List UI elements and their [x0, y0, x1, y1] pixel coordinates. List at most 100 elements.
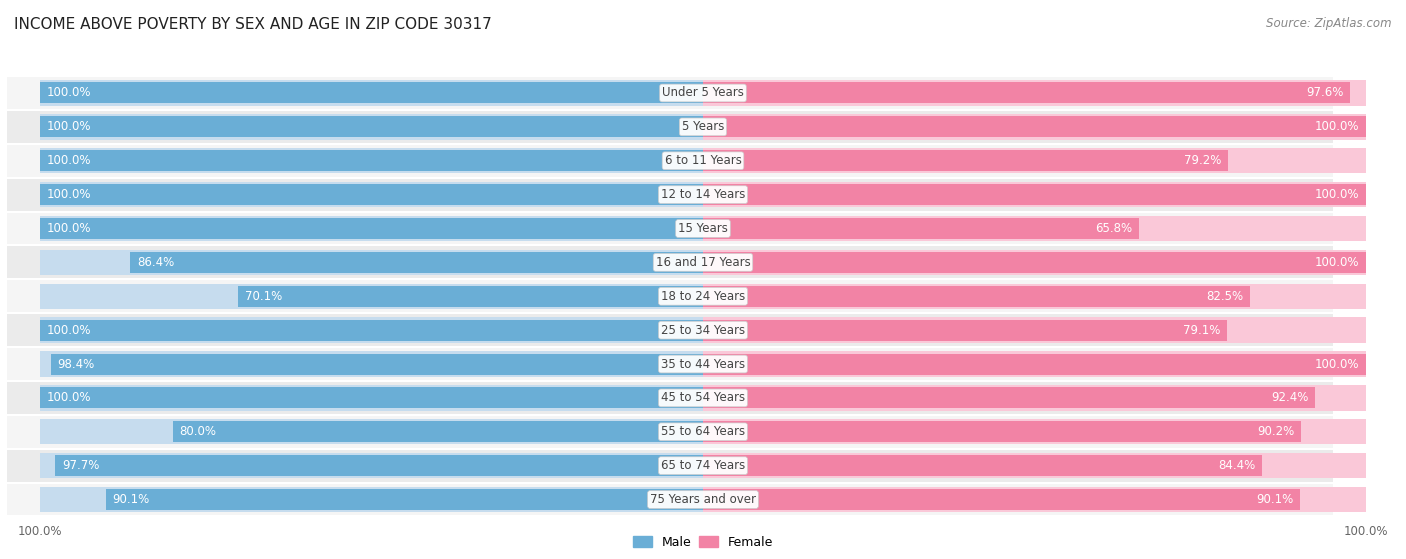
Text: 80.0%: 80.0% — [180, 425, 217, 438]
Text: 82.5%: 82.5% — [1206, 290, 1243, 303]
Bar — [41, 218, 703, 239]
Bar — [703, 252, 1365, 273]
Bar — [41, 83, 703, 103]
Bar — [41, 116, 703, 138]
Bar — [7, 347, 1333, 381]
Text: 100.0%: 100.0% — [1315, 256, 1360, 269]
Bar — [41, 184, 703, 205]
Bar — [55, 455, 703, 476]
Text: 100.0%: 100.0% — [46, 324, 91, 337]
Text: Source: ZipAtlas.com: Source: ZipAtlas.com — [1267, 17, 1392, 30]
Text: 45 to 54 Years: 45 to 54 Years — [661, 391, 745, 404]
Text: 100.0%: 100.0% — [46, 154, 91, 167]
Bar — [7, 381, 1333, 415]
Text: 79.2%: 79.2% — [1184, 154, 1222, 167]
Text: 90.2%: 90.2% — [1257, 425, 1295, 438]
Text: 65 to 74 Years: 65 to 74 Years — [661, 459, 745, 472]
Text: 6 to 11 Years: 6 to 11 Years — [665, 154, 741, 167]
Bar — [703, 148, 1365, 173]
Bar — [7, 245, 1333, 280]
Bar — [703, 385, 1365, 411]
Text: 100.0%: 100.0% — [46, 188, 91, 201]
Bar — [703, 182, 1365, 207]
Text: 75 Years and over: 75 Years and over — [650, 493, 756, 506]
Bar — [41, 453, 703, 479]
Bar — [703, 114, 1365, 140]
Bar — [41, 419, 703, 444]
Bar — [703, 387, 1316, 409]
Bar — [41, 283, 703, 309]
Bar — [41, 387, 703, 409]
Text: 100.0%: 100.0% — [46, 222, 91, 235]
Bar — [703, 487, 1365, 512]
Bar — [7, 313, 1333, 347]
Bar — [703, 351, 1365, 377]
Bar — [41, 182, 703, 207]
Text: 55 to 64 Years: 55 to 64 Years — [661, 425, 745, 438]
Text: 92.4%: 92.4% — [1271, 391, 1309, 404]
Text: 35 to 44 Years: 35 to 44 Years — [661, 358, 745, 371]
Bar — [7, 280, 1333, 313]
Bar — [41, 318, 703, 343]
Bar — [703, 286, 1250, 307]
Bar — [41, 148, 703, 173]
Text: 25 to 34 Years: 25 to 34 Years — [661, 324, 745, 337]
Bar — [703, 184, 1365, 205]
Text: 18 to 24 Years: 18 to 24 Years — [661, 290, 745, 303]
Text: INCOME ABOVE POVERTY BY SEX AND AGE IN ZIP CODE 30317: INCOME ABOVE POVERTY BY SEX AND AGE IN Z… — [14, 17, 492, 32]
Text: 90.1%: 90.1% — [1257, 493, 1294, 506]
Bar — [703, 419, 1365, 444]
Text: 84.4%: 84.4% — [1219, 459, 1256, 472]
Text: 15 Years: 15 Years — [678, 222, 728, 235]
Bar — [41, 351, 703, 377]
Text: 5 Years: 5 Years — [682, 120, 724, 134]
Text: 16 and 17 Years: 16 and 17 Years — [655, 256, 751, 269]
Bar — [239, 286, 703, 307]
Text: 97.7%: 97.7% — [62, 459, 100, 472]
Bar — [7, 110, 1333, 144]
Bar — [41, 320, 703, 340]
Text: 86.4%: 86.4% — [136, 256, 174, 269]
Text: 90.1%: 90.1% — [112, 493, 149, 506]
Bar — [703, 218, 1139, 239]
Bar — [41, 80, 703, 106]
Bar — [41, 216, 703, 241]
Bar — [7, 415, 1333, 449]
Text: 12 to 14 Years: 12 to 14 Years — [661, 188, 745, 201]
Text: 100.0%: 100.0% — [46, 391, 91, 404]
Bar — [51, 353, 703, 375]
Bar — [41, 250, 703, 275]
Bar — [703, 216, 1365, 241]
Text: 70.1%: 70.1% — [245, 290, 283, 303]
Bar — [703, 453, 1365, 479]
Bar — [703, 320, 1227, 340]
Text: 65.8%: 65.8% — [1095, 222, 1132, 235]
Bar — [173, 421, 703, 442]
Bar — [105, 489, 703, 510]
Bar — [703, 250, 1365, 275]
Bar — [703, 353, 1365, 375]
Legend: Male, Female: Male, Female — [628, 531, 778, 554]
Text: 97.6%: 97.6% — [1306, 87, 1343, 100]
Bar — [703, 80, 1365, 106]
Text: 100.0%: 100.0% — [1315, 188, 1360, 201]
Bar — [703, 421, 1301, 442]
Bar — [7, 76, 1333, 110]
Bar — [7, 178, 1333, 211]
Bar — [41, 114, 703, 140]
Text: 100.0%: 100.0% — [46, 120, 91, 134]
Bar — [703, 150, 1227, 171]
Bar — [703, 83, 1350, 103]
Bar — [41, 385, 703, 411]
Bar — [703, 283, 1365, 309]
Bar — [41, 150, 703, 171]
Bar — [703, 455, 1263, 476]
Bar — [703, 116, 1365, 138]
Bar — [7, 211, 1333, 245]
Text: 100.0%: 100.0% — [1315, 120, 1360, 134]
Bar — [703, 318, 1365, 343]
Text: 100.0%: 100.0% — [1315, 358, 1360, 371]
Bar — [7, 449, 1333, 482]
Bar — [703, 489, 1301, 510]
Bar — [7, 482, 1333, 517]
